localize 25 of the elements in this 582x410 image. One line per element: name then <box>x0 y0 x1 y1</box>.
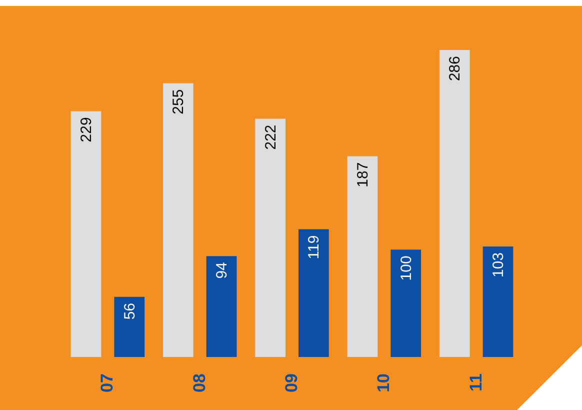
data-label: 94 <box>214 262 231 279</box>
bar <box>298 229 329 357</box>
bar <box>114 296 145 357</box>
data-label: 187 <box>354 162 372 188</box>
bar <box>347 156 378 357</box>
data-label: 100 <box>398 256 415 281</box>
data-label: 229 <box>78 117 95 142</box>
x-tick-label: 10 <box>374 374 394 392</box>
x-tick-label: 09 <box>282 374 301 392</box>
x-tick-label: 08 <box>190 374 209 392</box>
data-label: 103 <box>490 252 507 278</box>
x-tick-label: 11 <box>466 374 486 392</box>
bar <box>70 111 102 357</box>
data-label: 222 <box>262 124 280 150</box>
data-label: 56 <box>121 302 138 320</box>
data-label: 255 <box>170 89 188 114</box>
bar <box>390 250 422 357</box>
bar <box>439 50 470 357</box>
bar <box>162 83 194 357</box>
data-label: 119 <box>306 235 323 260</box>
bar <box>206 256 237 357</box>
x-tick-label: 07 <box>98 374 117 392</box>
bar <box>255 118 286 357</box>
data-label: 286 <box>446 56 464 82</box>
bar <box>482 246 514 357</box>
